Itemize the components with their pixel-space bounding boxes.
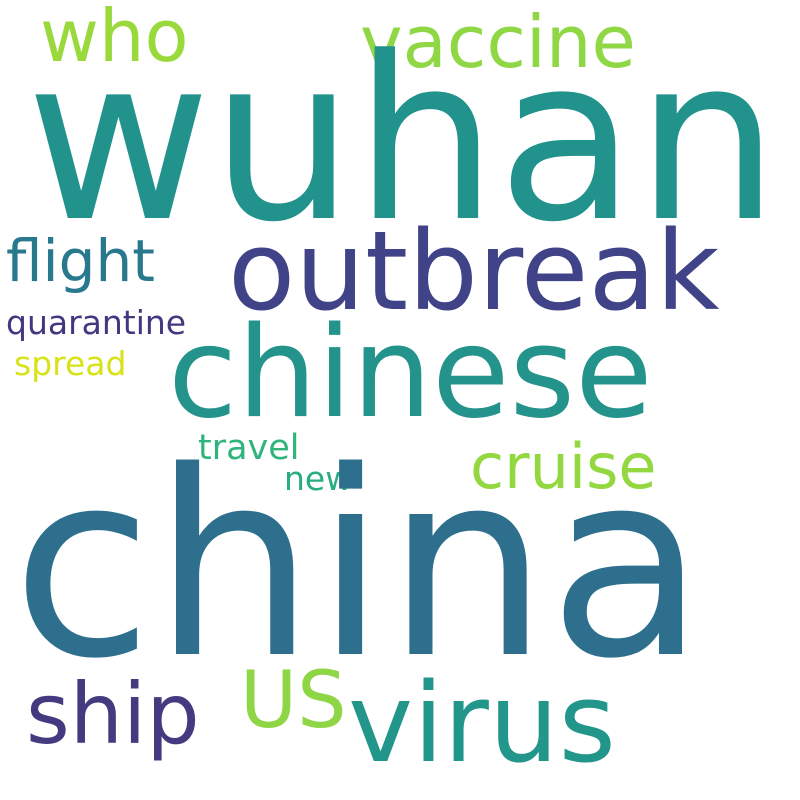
word-flight: flight <box>6 227 155 295</box>
word-vaccine: vaccine <box>360 0 636 84</box>
word-china: china <box>12 417 706 715</box>
word-spread: spread <box>14 344 127 383</box>
word-chinese: chinese <box>168 299 653 446</box>
word-outbreak: outbreak <box>228 207 720 335</box>
word-quarantine: quarantine <box>6 303 187 342</box>
word-travel: travel <box>198 428 300 468</box>
word-cruise: cruise <box>470 430 657 503</box>
word-us: US <box>240 656 347 746</box>
word-virus: virus <box>348 659 616 787</box>
word-who: who <box>40 0 189 78</box>
word-wuhan: wuhan <box>26 9 780 272</box>
word-ship: ship <box>26 665 200 763</box>
word-new: new <box>284 459 353 498</box>
